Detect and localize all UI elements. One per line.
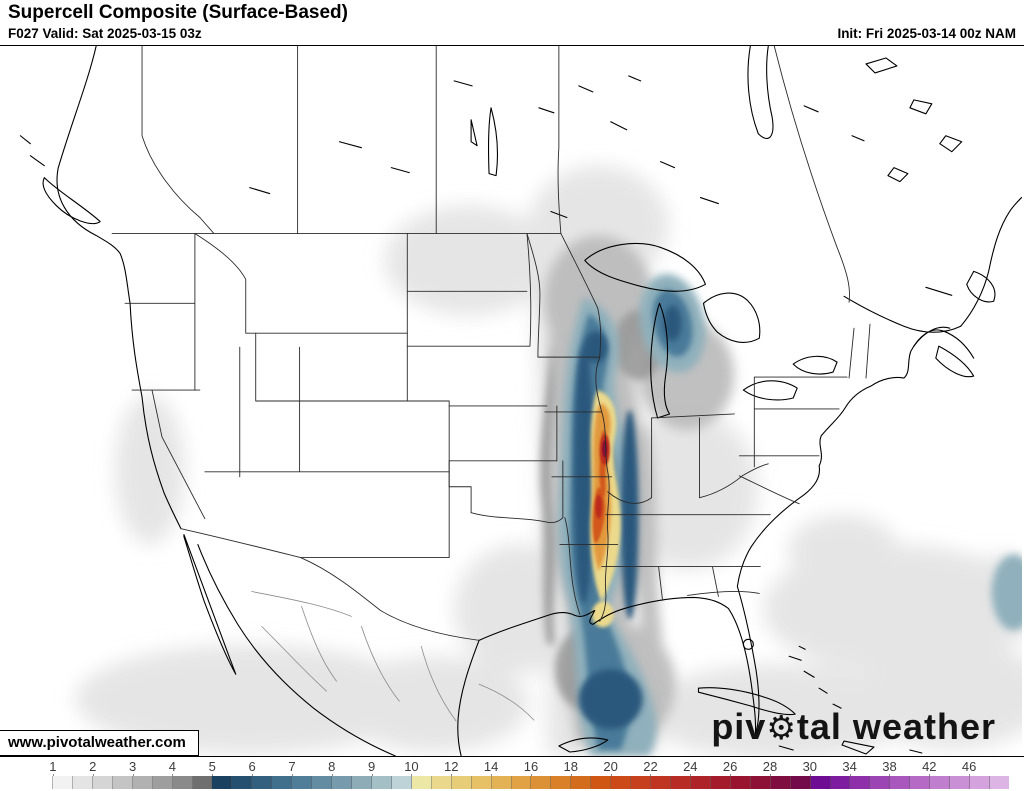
colorbar-segment — [551, 776, 572, 789]
colorbar-segment — [52, 776, 73, 789]
colorbar-segment — [850, 776, 871, 789]
colorbar-label: 4 — [165, 759, 180, 774]
colorbar-segment — [411, 776, 432, 789]
colorbar-label: 42 — [919, 759, 940, 774]
colorbar-segment — [152, 776, 173, 789]
colorbar-segment — [591, 776, 612, 789]
attribution-link[interactable]: www.pivotalweather.com — [0, 730, 199, 756]
colorbar-label: 28 — [759, 759, 781, 774]
colorbar-segment — [232, 776, 253, 789]
colorbar-label: 6 — [245, 759, 259, 774]
colorbar-segment — [92, 776, 113, 789]
mexico-state-borders — [251, 591, 535, 722]
colorbar-segment — [651, 776, 671, 789]
colorbar-label: 12 — [441, 759, 462, 774]
gear-icon: ⚙ — [766, 709, 797, 746]
colorbar-segment — [451, 776, 472, 789]
colorbar-label: 5 — [205, 759, 219, 774]
logo-text-part1: piv — [711, 706, 767, 747]
colorbar-segment — [511, 776, 532, 789]
colorbar-segment — [212, 776, 233, 789]
colorbar-segment — [631, 776, 652, 789]
colorbar-label: 1 — [46, 759, 60, 774]
colorbar-segment — [990, 776, 1009, 789]
colorbar-segment — [910, 776, 931, 789]
colorbar-label: 7 — [285, 759, 299, 774]
colorbar-label: 3 — [125, 759, 140, 774]
colorbar-label: 22 — [640, 759, 661, 774]
header: Supercell Composite (Surface-Based) F027… — [0, 0, 1024, 45]
colorbar-segment — [950, 776, 971, 789]
colorbar-label: 34 — [839, 759, 860, 774]
colorbar-segment — [72, 776, 93, 789]
colorbar-label: 18 — [560, 759, 582, 774]
colorbar-segment — [312, 776, 333, 789]
colorbar-label: 10 — [401, 759, 422, 774]
colorbar-segment — [810, 776, 831, 789]
colorbar-segment — [970, 776, 990, 789]
colorbar-segment — [371, 776, 392, 789]
colorbar-segment — [890, 776, 911, 789]
colorbar-segment — [33, 776, 53, 789]
colorbar-segment — [790, 776, 811, 789]
logo-text-part2: tal weather — [796, 706, 996, 747]
shading-blue-dark — [573, 305, 682, 730]
colorbar-segment — [870, 776, 891, 789]
colorbar-segment — [611, 776, 632, 789]
colorbar-segment — [332, 776, 352, 789]
colorbar-segment — [292, 776, 313, 789]
colorbar-label: 24 — [680, 759, 701, 774]
colorbar-segment — [112, 776, 133, 789]
colorbar-segment — [770, 776, 791, 789]
pivotal-weather-logo: piv⚙tal weather — [711, 706, 996, 748]
colorbar-label: 2 — [86, 759, 100, 774]
colorbar-segment — [930, 776, 951, 789]
colorbar-label: 8 — [325, 759, 339, 774]
colorbar-label: 46 — [958, 759, 980, 774]
colorbar-segment — [391, 776, 412, 789]
colorbar-segment — [132, 776, 153, 789]
colorbar-label: 14 — [480, 759, 502, 774]
colorbar-segment — [352, 776, 372, 789]
colorbar-segment — [571, 776, 592, 789]
colorbar-label: 16 — [520, 759, 542, 774]
colorbar: 1 2 3 4 5 6 7 8 9 10 12 14 16 18 20 22 24 26 28 30 34 38 42 46 — [0, 758, 1024, 791]
shading-maroon — [602, 440, 608, 458]
valid-time-label: F027 Valid: Sat 2025-03-15 03z — [8, 26, 202, 41]
page-title: Supercell Composite (Surface-Based) — [8, 2, 348, 23]
weather-map-svg — [19, 46, 1022, 756]
colorbar-segment — [431, 776, 452, 789]
colorbar-segment — [172, 776, 193, 789]
colorbar-segment — [471, 776, 492, 789]
colorbar-label: 30 — [799, 759, 821, 774]
colorbar-label: 20 — [600, 759, 621, 774]
colorbar-label: 9 — [364, 759, 379, 774]
colorbar-label: 38 — [879, 759, 900, 774]
coastlines — [19, 46, 1022, 756]
colorbar-segments — [33, 776, 1009, 789]
state-borders — [111, 46, 871, 641]
colorbar-segment — [730, 776, 751, 789]
colorbar-segment — [671, 776, 691, 789]
colorbar-segment — [531, 776, 552, 789]
colorbar-segment — [491, 776, 512, 789]
colorbar-segment — [272, 776, 293, 789]
map-canvas: www.pivotalweather.com piv⚙tal weather — [0, 45, 1024, 757]
init-time-label: Init: Fri 2025-03-14 00z NAM — [837, 26, 1016, 41]
colorbar-segment — [690, 776, 711, 789]
colorbar-segment — [192, 776, 213, 789]
colorbar-segment — [252, 776, 273, 789]
colorbar-segment — [830, 776, 851, 789]
colorbar-segment — [710, 776, 731, 789]
colorbar-label: 26 — [719, 759, 741, 774]
colorbar-segment — [750, 776, 771, 789]
